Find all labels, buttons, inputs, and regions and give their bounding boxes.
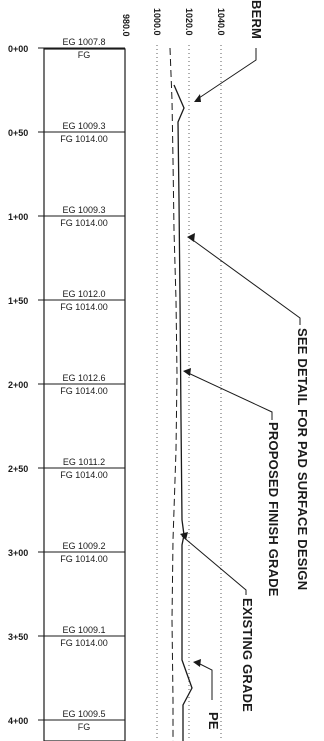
finish-grade-elevation: FG 1014.00 xyxy=(60,386,108,396)
existing-grade-elevation: EG 1009.3 xyxy=(62,121,105,131)
elevation-tick-label: 1000.0 xyxy=(152,8,162,36)
existing-grade-elevation: EG 1009.1 xyxy=(62,625,105,635)
finish-grade-elevation: FG 1014.00 xyxy=(60,554,108,564)
finish-grade-elevation: FG 1014.00 xyxy=(60,134,108,144)
existing-grade-elevation: EG 1009.2 xyxy=(62,541,105,551)
finish-grade-elevation: FG xyxy=(78,50,91,60)
station-row: 0+00 EG 1007.8 FG xyxy=(8,37,125,60)
existing-grade-elevation: EG 1012.0 xyxy=(62,289,105,299)
elevation-tick-label: 980.0 xyxy=(121,14,131,37)
existing-grade-line xyxy=(169,47,178,741)
finish-grade-callout: PROPOSED FINISH GRADE xyxy=(266,422,281,597)
existing-grade-elevation: EG 1009.3 xyxy=(62,205,105,215)
station-row: 3+00 EG 1009.2 FG 1014.00 xyxy=(8,541,125,564)
existing-grade-callout: EXISTING GRADE xyxy=(240,598,255,712)
elevation-tick-label: 1040.0 xyxy=(216,8,226,36)
leader-lines xyxy=(181,48,301,700)
finish-grade-elevation: FG 1014.00 xyxy=(60,470,108,480)
station-row: 3+50 EG 1009.1 FG 1014.00 xyxy=(8,625,125,648)
station-row: 4+00 EG 1009.5 FG xyxy=(8,709,125,732)
pad-detail-callout: SEE DETAIL FOR PAD SURFACE DESIGN xyxy=(295,328,310,590)
station-label: 4+00 xyxy=(8,716,28,726)
station-row: 2+50 EG 1011.2 FG 1014.00 xyxy=(8,457,125,480)
existing-grade-elevation: EG 1009.5 xyxy=(62,709,105,719)
station-label: 0+00 xyxy=(8,44,28,54)
station-row: 0+50 EG 1009.3 FG 1014.00 xyxy=(8,121,125,144)
station-row: 1+00 EG 1009.3 FG 1014.00 xyxy=(8,205,125,228)
existing-grade-elevation: EG 1011.2 xyxy=(63,457,105,467)
elevation-axis: 980.0 1000.0 1020.0 1040.0 xyxy=(121,8,226,37)
station-label: 0+50 xyxy=(8,128,28,138)
station-label: 1+00 xyxy=(8,212,28,222)
existing-grade-elevation: EG 1007.8 xyxy=(62,37,105,47)
station-label: 2+00 xyxy=(8,380,28,390)
station-label: 3+00 xyxy=(8,548,28,558)
existing-grade-elevation: EG 1012.6 xyxy=(62,373,105,383)
station-label: 1+50 xyxy=(8,296,28,306)
station-label: 2+50 xyxy=(8,464,28,474)
finish-grade-elevation: FG 1014.00 xyxy=(60,218,108,228)
proposed-finish-grade-line xyxy=(173,84,193,741)
finish-grade-elevation: FG xyxy=(78,722,91,732)
partial-callout: PE xyxy=(206,712,221,730)
station-row: 1+50 EG 1012.0 FG 1014.00 xyxy=(8,289,125,312)
berm-callout: BERM xyxy=(249,0,264,39)
leader-arrowheads xyxy=(180,94,201,667)
station-table-frame xyxy=(43,48,126,741)
station-label: 3+50 xyxy=(8,632,28,642)
finish-grade-elevation: FG 1014.00 xyxy=(60,638,108,648)
elevation-tick-label: 1020.0 xyxy=(184,8,194,36)
finish-grade-elevation: FG 1014.00 xyxy=(60,302,108,312)
station-row: 2+00 EG 1012.6 FG 1014.00 xyxy=(8,373,125,396)
elevation-grid xyxy=(156,45,222,741)
